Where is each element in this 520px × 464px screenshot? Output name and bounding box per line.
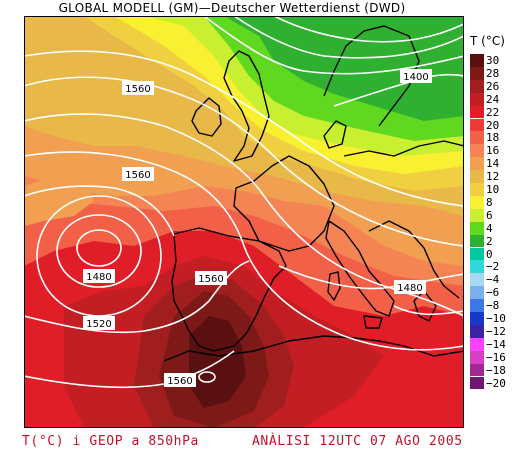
legend-tick-label: 8 [486, 195, 493, 209]
legend-swatch [470, 260, 484, 274]
coast-france [233, 155, 335, 252]
isohypse-line [24, 50, 464, 207]
legend-tick-label: −16 [486, 350, 506, 364]
legend-tick-label: 0 [486, 247, 493, 261]
contour-label: 1480 [397, 283, 422, 294]
legend-swatch [470, 299, 484, 312]
isohypse-line [278, 265, 464, 290]
legend-tick-label: 16 [486, 144, 500, 158]
map-frame [24, 16, 464, 428]
coast-great-britain [223, 50, 270, 162]
coast-ireland [191, 97, 222, 137]
isohypse-line [24, 151, 464, 351]
legend-swatch [470, 363, 484, 377]
isohypse-line [233, 16, 464, 59]
legend-tick-label: −2 [486, 260, 500, 274]
legend-tick-label: −18 [486, 363, 506, 377]
coast-baltic [343, 140, 464, 157]
legend-tick-label: 4 [486, 221, 493, 235]
isohypse-line [24, 76, 464, 247]
footer-variable: T(°C) i GEOP a 850hPa [22, 434, 199, 449]
legend-tick-label: 2 [486, 234, 493, 248]
legend-tick-label: 12 [486, 170, 500, 184]
isohypse-line [273, 16, 464, 43]
legend-tick-label: 24 [486, 92, 500, 106]
legend-tick-label: 26 [486, 79, 500, 93]
legend-tick-label: 10 [486, 183, 500, 196]
legend-swatch [470, 170, 484, 183]
isohypse-line [24, 350, 235, 389]
weather-map: 1560 1560 1400 1480 1520 1560 1480 1560 [24, 16, 464, 428]
legend-swatch [470, 221, 484, 235]
coast-scandinavia [323, 25, 420, 127]
temp-field-14-west [24, 176, 94, 226]
coastlines [163, 25, 464, 362]
legend-tick-label: 6 [486, 208, 493, 222]
isohypse-line [393, 305, 464, 316]
legend-swatch [470, 79, 484, 93]
chart-title: GLOBAL MODELL (GM)—Deutscher Wetterdiens… [58, 1, 406, 15]
legend-swatch [470, 144, 484, 158]
legend-swatch [470, 105, 484, 119]
isohypse-closed [56, 214, 142, 288]
legend-tick-label: 18 [486, 131, 500, 145]
legend-tick-label: 22 [486, 105, 500, 119]
contour-label: 1520 [86, 319, 111, 330]
legend-tick-label: −4 [486, 273, 500, 287]
legend-swatch [470, 286, 484, 300]
legend-tick-label: −6 [486, 286, 500, 300]
legend-swatch [470, 247, 484, 261]
legend-swatch [470, 118, 484, 132]
legend-tick-label: −20 [486, 376, 506, 390]
coast-sardinia [327, 271, 341, 301]
legend-swatch [470, 195, 484, 209]
contour-label: 1560 [198, 274, 223, 285]
legend-swatch [470, 183, 484, 196]
isohypse-closed [76, 229, 122, 267]
contour-label: 1560 [125, 84, 150, 95]
map-canvas: 1560 1560 1400 1480 1520 1560 1480 1560 [24, 16, 464, 428]
legend-tick-label: 14 [486, 157, 500, 171]
legend-swatch [470, 312, 484, 325]
legend-title: T (°C) [470, 34, 505, 48]
contour-label: 1400 [403, 72, 428, 83]
coast-balkans [368, 220, 460, 299]
legend-swatch [470, 350, 484, 364]
legend-swatch [470, 92, 484, 106]
legend-tick-label: 20 [486, 118, 500, 132]
isohypse-line [24, 185, 175, 237]
legend-tick-label: −10 [486, 312, 506, 325]
legend-swatch [470, 273, 484, 287]
contour-label: 1560 [167, 376, 192, 387]
coast-denmark [323, 120, 347, 149]
legend-tick-label: −12 [486, 324, 506, 338]
contour-label: 1480 [86, 272, 111, 283]
contour-labels: 1560 1560 1400 1480 1520 1560 1480 1560 [83, 69, 432, 387]
legend-swatch [470, 157, 484, 171]
legend-tick-label: 30 [486, 54, 500, 67]
legend-tick-label: −8 [486, 299, 500, 313]
isohypse-closed [198, 371, 216, 383]
legend-tick-label: −14 [486, 337, 506, 351]
footer-analysis-time: ANÀLISI 12UTC 07 AGO 2005 [252, 434, 463, 449]
legend-tick-label: 28 [486, 66, 500, 80]
contour-label: 1560 [125, 170, 150, 181]
legend-swatch [470, 337, 484, 351]
legend-swatch [470, 234, 484, 248]
legend-swatch [470, 66, 484, 80]
legend-swatch [470, 324, 484, 338]
temp-field-2 [224, 16, 464, 121]
isohypse-line [203, 16, 464, 75]
coast-italy [325, 220, 395, 317]
legend-swatch [470, 208, 484, 222]
legend-swatch [470, 376, 484, 390]
legend-swatch [470, 54, 484, 67]
legend-swatch [470, 131, 484, 145]
coast-sicily [363, 315, 383, 329]
temperature-legend: 30 28 26 24 22 20 18 16 14 12 10 8 6 4 2 0 −2 −4 −6 −8 −10 −1… [470, 54, 520, 390]
